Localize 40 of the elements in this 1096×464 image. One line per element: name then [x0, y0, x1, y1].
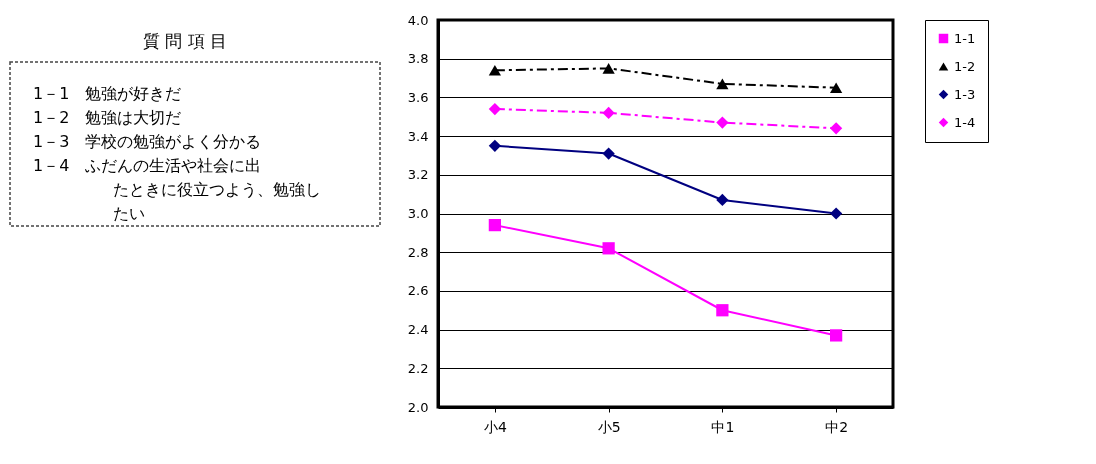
- y-tick-label: 2.4: [407, 322, 429, 338]
- text: 1－3 学校の勉強がよく分かる: [33, 132, 262, 151]
- y-tick-label: 2.8: [407, 244, 429, 260]
- y-tick-label: 3.8: [407, 51, 429, 67]
- y-tick-label: 4.0: [407, 12, 429, 28]
- x-tick-label: 中2: [825, 418, 849, 435]
- point: [488, 139, 501, 152]
- legend-label: 1-3: [954, 86, 976, 102]
- legend-label: 1-4: [954, 114, 976, 130]
- y-tick-label: 2.2: [407, 360, 429, 376]
- text: 1－4 ふだんの生活や社会に出たときに役立つよう、勉強したい: [33, 156, 321, 223]
- point: [716, 193, 729, 207]
- point: [830, 122, 843, 135]
- point: [830, 82, 843, 94]
- point: [602, 242, 615, 255]
- point: [602, 147, 615, 160]
- y-tick-label: 2.6: [407, 283, 429, 299]
- x-tick-label: 小5: [597, 418, 621, 435]
- point: [602, 63, 615, 74]
- point: [602, 106, 615, 119]
- x-tick-label: 中1: [711, 418, 735, 435]
- text: 1－2 勉強は大切だ: [33, 108, 182, 127]
- point: [830, 207, 843, 220]
- point: [488, 218, 501, 232]
- legend-label: 1-2: [954, 58, 976, 74]
- y-tick-label: 3.0: [407, 206, 429, 221]
- y-tick-label: 3.4: [407, 128, 429, 144]
- point: [488, 65, 501, 76]
- text: 質 問 項 目: [142, 31, 228, 51]
- text: 1－1 勉強が好きだ: [33, 84, 182, 103]
- legend-label: 1-1: [954, 30, 976, 46]
- point: [716, 78, 729, 90]
- point: [716, 116, 729, 129]
- y-tick-label: 3.2: [407, 167, 429, 183]
- point: [830, 329, 843, 342]
- y-tick-label: 2.0: [407, 399, 429, 415]
- x-tick-label: 小4: [483, 418, 507, 435]
- point: [716, 304, 729, 317]
- y-tick-label: 3.6: [407, 89, 429, 105]
- point: [488, 102, 501, 116]
